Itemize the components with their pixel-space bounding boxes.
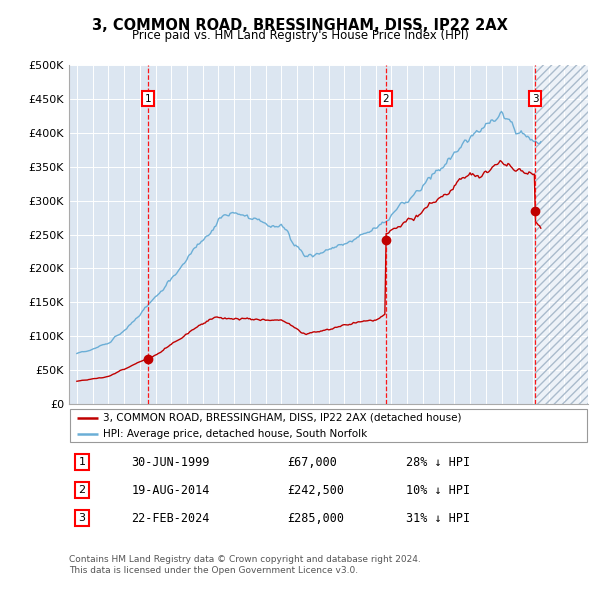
Text: HPI: Average price, detached house, South Norfolk: HPI: Average price, detached house, Sout… (103, 429, 367, 439)
Text: £67,000: £67,000 (287, 456, 337, 469)
Bar (535, 65, 588, 404)
Text: 3: 3 (532, 94, 538, 104)
Text: 1: 1 (79, 457, 85, 467)
Text: 19-AUG-2014: 19-AUG-2014 (131, 484, 209, 497)
Text: 31% ↓ HPI: 31% ↓ HPI (406, 512, 470, 525)
Text: £242,500: £242,500 (287, 484, 344, 497)
Text: 3, COMMON ROAD, BRESSINGHAM, DISS, IP22 2AX: 3, COMMON ROAD, BRESSINGHAM, DISS, IP22 … (92, 18, 508, 32)
Text: 10% ↓ HPI: 10% ↓ HPI (406, 484, 470, 497)
Text: 28% ↓ HPI: 28% ↓ HPI (406, 456, 470, 469)
Text: 3, COMMON ROAD, BRESSINGHAM, DISS, IP22 2AX (detached house): 3, COMMON ROAD, BRESSINGHAM, DISS, IP22 … (103, 413, 461, 423)
Text: 2: 2 (382, 94, 389, 104)
FancyBboxPatch shape (70, 409, 587, 442)
Text: 2: 2 (79, 486, 86, 495)
Text: £285,000: £285,000 (287, 512, 344, 525)
Text: 22-FEB-2024: 22-FEB-2024 (131, 512, 209, 525)
Text: Contains HM Land Registry data © Crown copyright and database right 2024.
This d: Contains HM Land Registry data © Crown c… (69, 555, 421, 575)
Text: 3: 3 (79, 513, 85, 523)
Text: Price paid vs. HM Land Registry's House Price Index (HPI): Price paid vs. HM Land Registry's House … (131, 30, 469, 42)
Text: 30-JUN-1999: 30-JUN-1999 (131, 456, 209, 469)
Text: 1: 1 (145, 94, 151, 104)
